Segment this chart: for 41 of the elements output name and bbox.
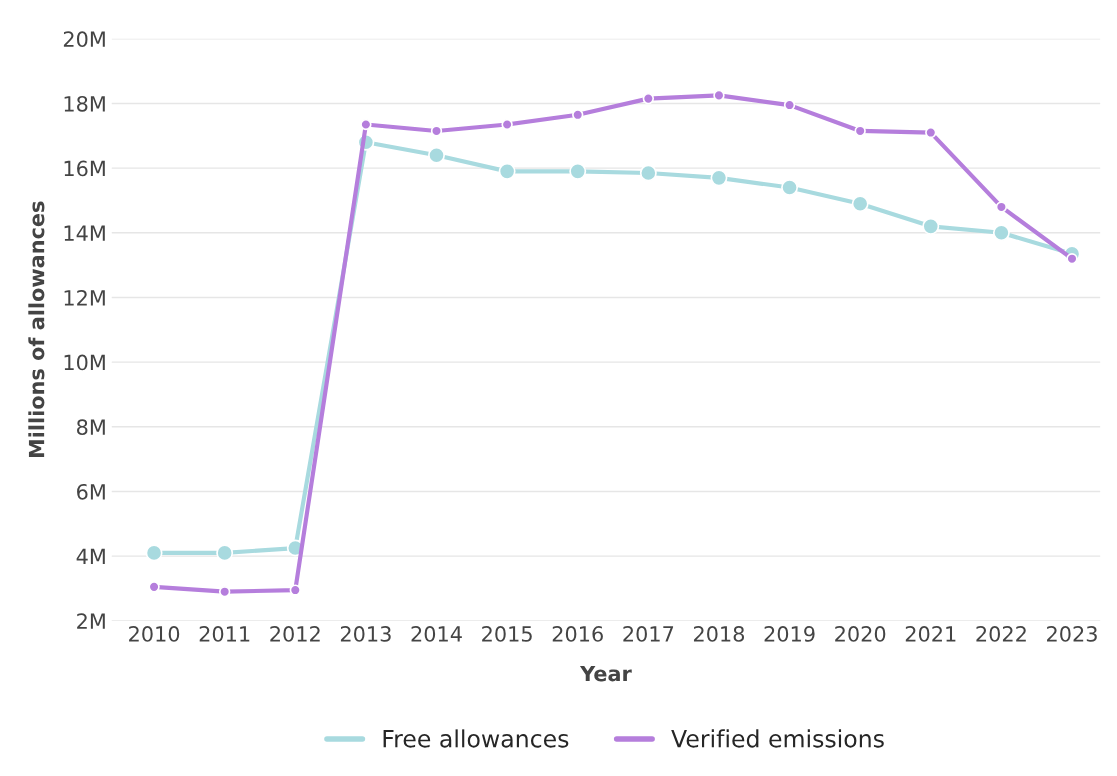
point xyxy=(642,92,655,105)
point xyxy=(428,146,445,164)
x-tick-label: 2014 xyxy=(411,626,462,642)
y-tick-label: 12M xyxy=(64,289,105,306)
x-tick-label: 2022 xyxy=(976,626,1026,642)
point xyxy=(710,169,728,187)
point xyxy=(922,217,940,235)
y-tick-label: 16M xyxy=(64,160,105,177)
y-tick-label: 4M xyxy=(76,548,105,565)
point xyxy=(569,162,587,180)
point xyxy=(995,201,1008,213)
y-axis-title: Millions of allowances xyxy=(28,201,45,458)
x-tick-label: 2013 xyxy=(340,626,391,642)
point xyxy=(851,195,869,213)
y-tick-label: 14M xyxy=(64,225,105,241)
x-tick-label: 2020 xyxy=(835,626,886,642)
x-tick-label: 2023 xyxy=(1047,626,1097,642)
x-tick-label: 2018 xyxy=(693,626,745,642)
y-tick-label: 10M xyxy=(64,354,105,371)
point xyxy=(781,179,799,197)
x-tick-label: 2012 xyxy=(270,626,320,642)
legend-label: Verified emissions xyxy=(671,729,884,748)
x-tick-label: 2016 xyxy=(552,626,603,642)
x-tick-label: 2021 xyxy=(905,626,956,642)
y-tick-label: 8M xyxy=(77,419,105,436)
y-tick-label: 6M xyxy=(77,483,105,500)
x-axis-title: Year xyxy=(579,665,632,682)
point xyxy=(498,162,516,180)
point xyxy=(639,164,657,182)
x-tick-label: 2015 xyxy=(482,626,532,642)
y-tick-label: 18M xyxy=(64,95,105,112)
x-tick-label: 2019 xyxy=(764,626,815,642)
x-tick-label: 2010 xyxy=(129,626,180,642)
point xyxy=(992,224,1010,242)
point xyxy=(145,544,163,562)
y-tick-label: 2M xyxy=(77,613,105,629)
x-tick-label: 2017 xyxy=(623,626,674,642)
y-tick-label: 20M xyxy=(63,31,105,48)
point xyxy=(216,544,234,562)
legend-label: Free allowances xyxy=(383,729,569,748)
x-tick-label: 2011 xyxy=(199,626,250,642)
